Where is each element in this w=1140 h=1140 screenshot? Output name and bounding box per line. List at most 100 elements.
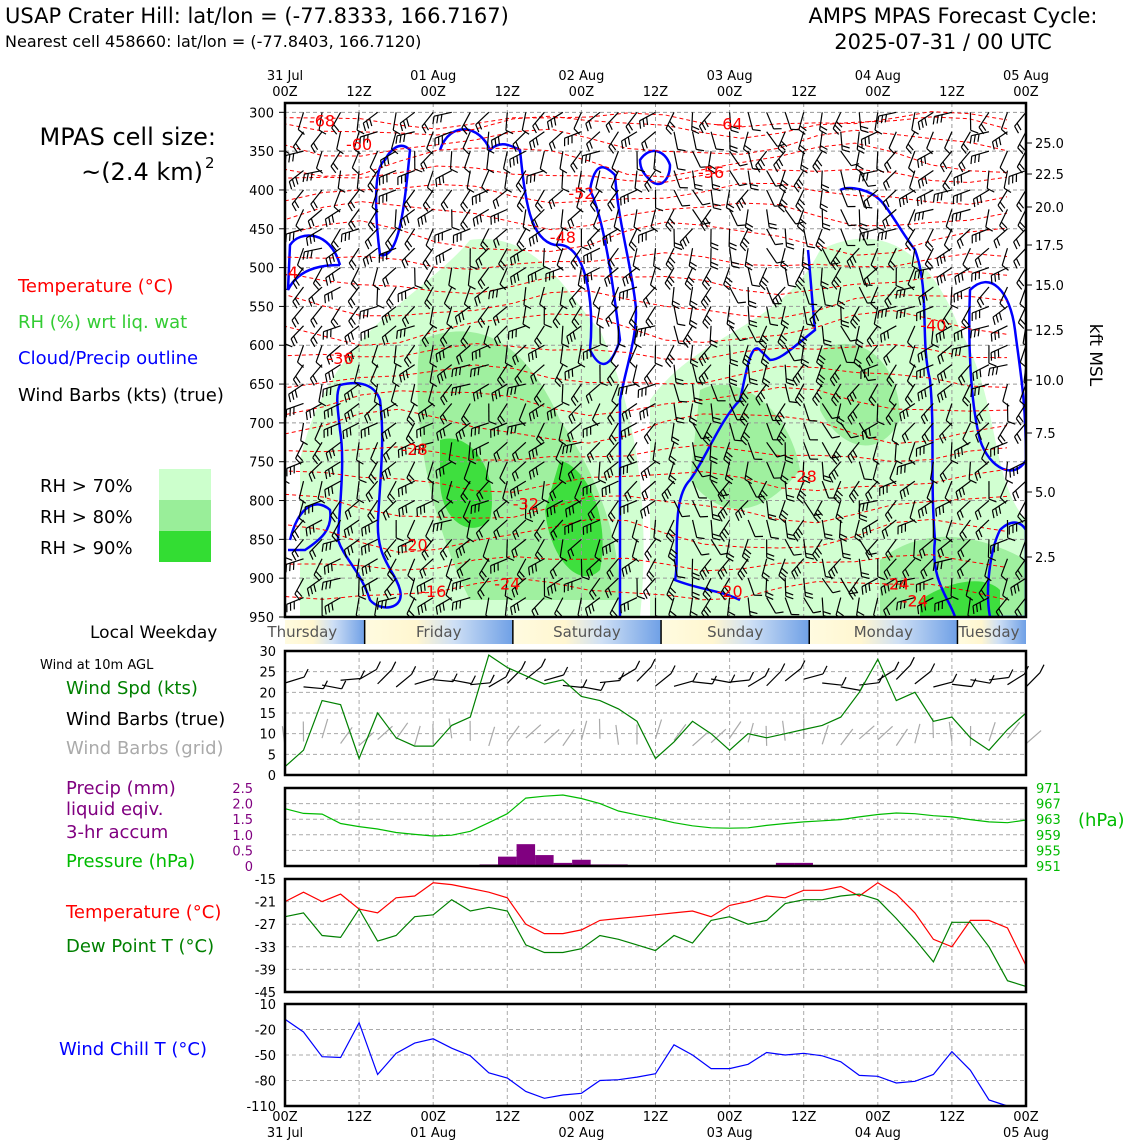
wind-barb-staff <box>784 209 797 225</box>
wind-barb <box>673 306 686 327</box>
wind-barb-feather <box>647 317 654 326</box>
wind-barb-staff <box>873 597 879 616</box>
wind-barb-feather <box>830 262 837 271</box>
wind-barb-staff <box>876 151 879 170</box>
wind-barb-feather <box>970 129 979 134</box>
wind-barb-true-feather <box>411 666 417 675</box>
wind-barb <box>882 170 897 191</box>
wind-barb-feather <box>902 197 905 206</box>
wind-barb <box>692 422 710 440</box>
wind-barb-staff <box>434 131 452 139</box>
wind-barb-staff <box>761 558 768 577</box>
temp-contour-label: -20 <box>402 536 428 555</box>
wind-barb <box>665 344 675 368</box>
wind-barb-feather <box>435 606 439 615</box>
wind-barb <box>880 325 897 343</box>
wind-barb <box>688 248 698 271</box>
wind-barb-feather <box>277 124 282 131</box>
wind-barb <box>729 248 740 269</box>
wind-barb <box>673 151 686 171</box>
wind-barb-staff <box>587 228 601 243</box>
wind-barb-feather <box>358 595 367 600</box>
wind-barb-feather <box>977 133 980 142</box>
wind-barb-feather <box>797 372 803 380</box>
wind-barb-feather <box>805 552 814 556</box>
wind-barb-staff <box>592 209 601 227</box>
wind-barb-staff <box>398 500 415 510</box>
wind-barb-true <box>988 676 1009 681</box>
wind-barb-staff <box>427 383 434 402</box>
wind-barb-feather <box>328 450 333 459</box>
wind-barb-staff <box>909 345 916 363</box>
wind-barb-feather <box>819 207 828 213</box>
wind-barb-staff <box>649 267 657 286</box>
wind-barb-staff <box>491 383 508 394</box>
temp-contour-label: -44 <box>272 263 298 282</box>
wind-barb-feather <box>406 419 413 427</box>
wind-barb-feather <box>646 506 650 515</box>
wind-barb-feather <box>344 356 348 365</box>
wind-barb-staff <box>971 228 990 236</box>
wind-barb <box>858 461 873 481</box>
wind-barb-staff <box>956 228 971 242</box>
wind-barb-staff <box>803 422 811 441</box>
wind-barb-feather <box>426 299 433 306</box>
wind-barb-feather <box>913 556 922 562</box>
wind-barb-feather <box>403 328 406 337</box>
wind-barb <box>974 461 990 481</box>
wind-barb <box>819 112 828 135</box>
wind-barb-feather <box>397 449 400 458</box>
wind-barb-feather <box>820 145 828 151</box>
top-hour-label: 00Z <box>569 85 595 100</box>
wind-barb-staff <box>883 344 897 359</box>
wind-barb <box>455 422 471 442</box>
wind-barb-staff <box>673 500 683 517</box>
wind-barb-staff <box>396 131 415 137</box>
wind-barb-feather <box>278 323 284 328</box>
wind-barb <box>831 267 842 290</box>
wind-barb-feather <box>439 604 442 613</box>
wind-barb-staff <box>421 538 434 554</box>
wind-barb-true <box>544 674 564 682</box>
wind-barb-staff <box>911 248 916 267</box>
wind-barb-true <box>414 677 434 685</box>
wind-barb-feather <box>509 257 513 266</box>
wind-barb-staff <box>645 306 657 322</box>
wind-barb-feather <box>750 183 759 187</box>
wind-barb <box>773 150 786 173</box>
wind-barb-feather <box>643 508 647 517</box>
wind-barb-feather <box>364 415 369 424</box>
wind-barb-staff <box>511 538 527 552</box>
wind-barb-feather <box>381 433 385 442</box>
wind-barb <box>399 111 416 132</box>
wind-barb <box>469 364 489 378</box>
top-date-label: 31 Jul <box>267 69 303 84</box>
wind-barb-grid <box>840 728 854 746</box>
wind-barb-staff <box>865 344 879 360</box>
wind-barb-feather <box>366 134 369 143</box>
wind-barb-staff <box>729 209 738 226</box>
wind-barb-feather <box>853 361 861 368</box>
wind-barb <box>761 364 771 388</box>
wind-barb <box>620 597 638 614</box>
wind-barb-feather <box>709 479 718 484</box>
wind-barb-feather <box>991 141 995 150</box>
wind-barb-feather <box>300 440 308 446</box>
wind-barb-feather <box>676 420 685 424</box>
wind-barb-staff <box>463 286 471 305</box>
wind-barb-feather <box>646 550 652 558</box>
wind-barb-staff <box>821 422 833 439</box>
wind-barb-feather <box>424 302 431 310</box>
wind-barb-staff <box>863 267 879 280</box>
wind-barb-feather <box>865 494 870 502</box>
wind-barb-staff <box>840 228 848 246</box>
wind-barb-feather <box>781 319 790 326</box>
wind-barb <box>561 170 570 193</box>
wind-barb-staff <box>559 345 564 364</box>
wind-barb-feather <box>694 187 704 191</box>
wind-barb <box>1000 558 1009 582</box>
wind-barb-feather <box>844 187 853 190</box>
wind-barb-feather <box>479 588 485 597</box>
wind-barb-feather <box>950 459 959 465</box>
wind-barb-feather <box>297 129 305 135</box>
